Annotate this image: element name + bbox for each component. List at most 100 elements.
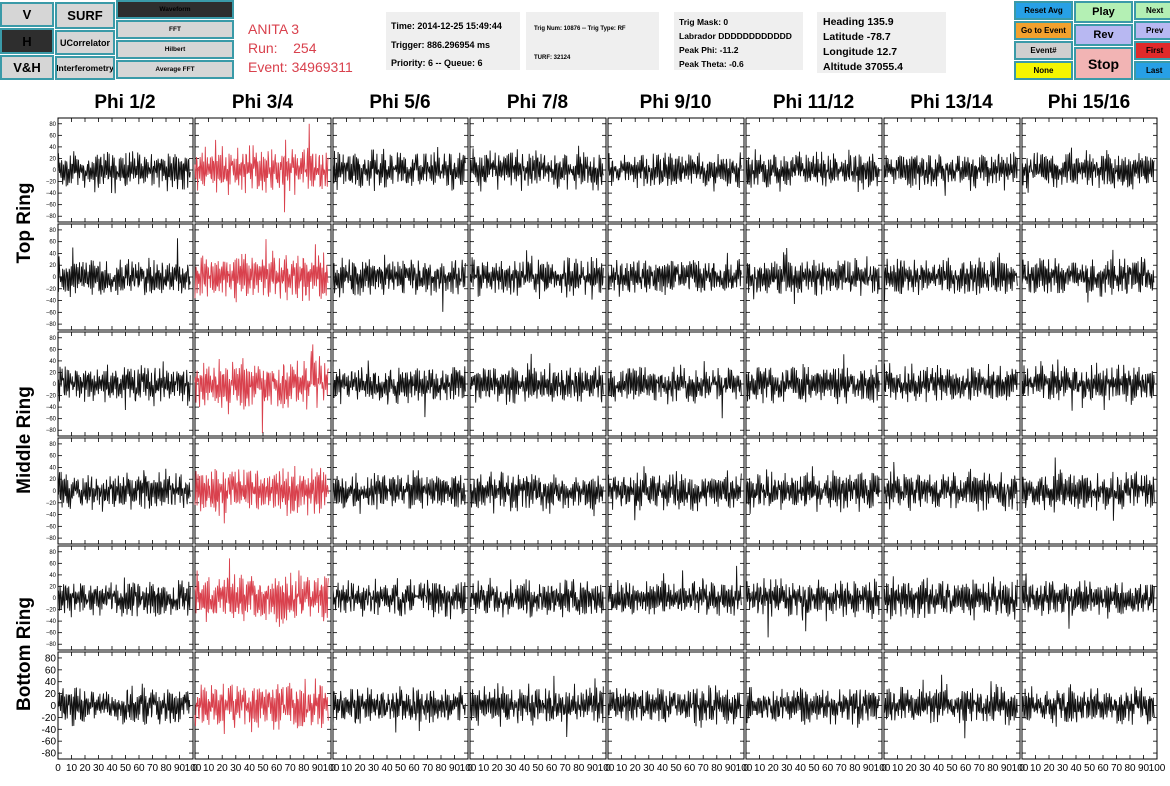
y-tick-label: 40 [49, 359, 56, 365]
stop-button[interactable]: Stop [1074, 47, 1133, 80]
x-tick-label: 80 [711, 763, 723, 774]
waveform-panel-r3-c7 [1021, 437, 1158, 545]
y-tick-label: 40 [49, 573, 56, 579]
x-tick-label: 60 [271, 763, 283, 774]
waveform-trace [194, 123, 329, 213]
h-pol-button[interactable]: H [0, 28, 54, 54]
waveform-panel-r3-c5 [745, 437, 883, 545]
x-tick-label: 0 [1019, 763, 1025, 774]
waveform-trace [1021, 573, 1155, 629]
waveform-panel-r1-c6 [883, 223, 1021, 331]
x-tick-label: 90 [1001, 763, 1013, 774]
x-tick-label: 40 [657, 763, 669, 774]
x-tick-label: 20 [1043, 763, 1055, 774]
waveform-trace [745, 466, 880, 514]
y-tick-label: 60 [49, 347, 56, 353]
fft-button[interactable]: FFT [116, 20, 234, 39]
y-tick-label: −80 [46, 428, 57, 434]
waveform-trace [745, 354, 880, 405]
x-tick-label: 80 [1124, 763, 1136, 774]
turf-text: TURF: 32124 [534, 55, 571, 61]
x-tick-label: 40 [106, 763, 118, 774]
y-tick-label: 20 [49, 584, 56, 590]
x-tick-label: 70 [560, 763, 572, 774]
v-pol-button[interactable]: V [0, 2, 54, 27]
x-tick-label: 70 [974, 763, 986, 774]
interferometry-button[interactable]: Interferometry [55, 56, 115, 80]
waveform-panel-r0-c7 [1021, 117, 1158, 223]
waveform-button[interactable]: Waveform [116, 0, 234, 19]
waveform-panel-r4-c0: 80 60 40 20 0 −20 −40 −60 −80 [46, 545, 194, 651]
x-tick-label: 40 [244, 763, 256, 774]
title-run: Run: 254 [248, 40, 317, 56]
waveform-trace [607, 361, 742, 419]
play-button[interactable]: Play [1074, 1, 1133, 23]
x-tick-label: 10 [754, 763, 766, 774]
waveform-trace [607, 152, 742, 192]
y-tick-label: 60 [49, 561, 56, 567]
y-tick-label: 80 [45, 653, 57, 664]
waveform-panel-r5-c3: 0 10 20 30 40 50 60 70 80 90 100 [467, 651, 615, 774]
waveform-panel-r3-c2 [332, 437, 469, 545]
y-tick-label: 80 [49, 122, 56, 128]
x-tick-label: 90 [1138, 763, 1150, 774]
x-tick-label: 20 [79, 763, 91, 774]
average-fft-button[interactable]: Average FFT [116, 60, 234, 79]
x-tick-label: 50 [395, 763, 407, 774]
x-tick-label: 60 [684, 763, 696, 774]
waveform-trace [469, 250, 604, 300]
x-tick-label: 10 [203, 763, 215, 774]
trig-info-box: Trig Num: 10876 -- Trig Type: RF TURF: 3… [526, 12, 659, 70]
y-tick-label: −20 [46, 287, 57, 293]
waveform-trace [607, 466, 742, 521]
longitude-text: Longitude 12.7 [823, 46, 898, 58]
surf-button[interactable]: SURF [55, 2, 115, 29]
y-tick-label: −60 [46, 631, 57, 637]
go-to-event-button[interactable]: Go to Event [1014, 21, 1073, 40]
vh-pol-button[interactable]: V&H [0, 55, 54, 80]
waveform-panel-r3-c1 [194, 437, 332, 545]
waveform-panel-r5-c4: 0 10 20 30 40 50 60 70 80 90 100 [605, 651, 753, 774]
x-tick-label: 70 [147, 763, 159, 774]
waveform-panel-r5-c5: 0 10 20 30 40 50 60 70 80 90 100 [743, 651, 891, 774]
waveform-trace [332, 360, 466, 418]
y-tick-label: -60 [42, 737, 57, 748]
waveform-trace [194, 558, 329, 627]
x-tick-label: 60 [822, 763, 834, 774]
waveform-trace [57, 683, 191, 727]
ucorrelator-button[interactable]: UCorrelator [55, 30, 115, 55]
x-tick-label: 100 [460, 763, 477, 774]
waveform-trace [57, 238, 191, 298]
waveform-trace [332, 685, 466, 733]
none-button[interactable]: None [1014, 61, 1073, 80]
prev-button[interactable]: Prev [1134, 21, 1170, 40]
waveform-panel-r1-c4 [607, 223, 745, 331]
first-button[interactable]: First [1134, 41, 1170, 60]
waveform-trace [332, 146, 466, 192]
x-tick-label: 20 [217, 763, 229, 774]
waveform-panel-r0-c5 [745, 117, 883, 223]
next-button[interactable]: Next [1134, 1, 1170, 20]
waveform-trace [883, 252, 1018, 302]
waveform-trace [57, 151, 191, 194]
y-tick-label: 20 [49, 156, 56, 162]
hilbert-button[interactable]: Hilbert [116, 40, 234, 59]
trig-num-text: Trig Num: 10876 -- Trig Type: RF [534, 26, 626, 32]
waveform-trace [745, 247, 880, 305]
waveform-trace [469, 471, 604, 517]
waveform-trace [194, 344, 329, 434]
y-tick-label: −40 [46, 191, 57, 197]
waveform-panel-r4-c1 [194, 545, 332, 651]
x-tick-label: 10 [66, 763, 78, 774]
y-tick-label: 40 [45, 677, 57, 688]
x-tick-label: 0 [55, 763, 61, 774]
x-tick-label: 100 [598, 763, 615, 774]
x-tick-label: 20 [630, 763, 642, 774]
x-tick-label: 30 [368, 763, 380, 774]
event-number-button[interactable]: Event# [1014, 41, 1073, 60]
reset-avg-button[interactable]: Reset Avg [1014, 1, 1073, 20]
y-tick-label: 60 [45, 665, 57, 676]
last-button[interactable]: Last [1134, 61, 1170, 80]
rev-button[interactable]: Rev [1074, 24, 1133, 46]
